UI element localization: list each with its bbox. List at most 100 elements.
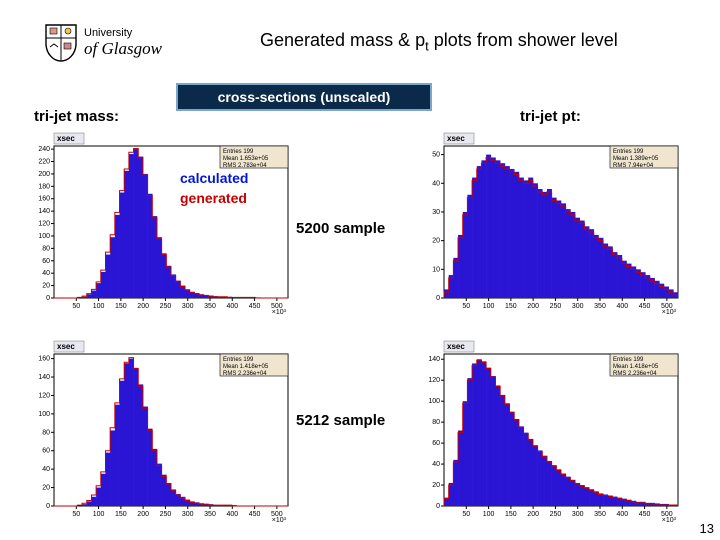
- svg-text:350: 350: [204, 303, 216, 310]
- svg-text:450: 450: [249, 303, 261, 310]
- svg-text:120: 120: [428, 377, 440, 384]
- svg-text:350: 350: [594, 511, 606, 518]
- banner-text: cross-sections (unscaled): [218, 89, 391, 105]
- svg-text:20: 20: [432, 238, 440, 245]
- plot-mass-5212: xsec020406080100120140160501001502002503…: [20, 340, 294, 524]
- svg-text:250: 250: [160, 511, 172, 518]
- svg-text:Mean 1.389e+05: Mean 1.389e+05: [613, 156, 659, 162]
- svg-text:Entries 199: Entries 199: [613, 357, 644, 363]
- svg-text:300: 300: [182, 511, 194, 518]
- svg-text:30: 30: [432, 209, 440, 216]
- title-part-a: Generated mass & p: [260, 30, 425, 50]
- university-logo: University of Glasgow: [44, 18, 194, 68]
- svg-text:50: 50: [72, 303, 80, 310]
- svg-text:Mean 1.418e+05: Mean 1.418e+05: [223, 364, 269, 370]
- svg-text:100: 100: [93, 303, 105, 310]
- svg-text:100: 100: [483, 303, 495, 310]
- svg-text:RMS 7.94e+04: RMS 7.94e+04: [613, 163, 654, 169]
- slide-title: Generated mass & pt plots from shower le…: [260, 30, 618, 54]
- svg-text:400: 400: [616, 303, 628, 310]
- svg-text:20: 20: [42, 485, 50, 492]
- svg-text:0: 0: [436, 503, 440, 510]
- svg-text:250: 250: [160, 303, 172, 310]
- svg-text:100: 100: [483, 511, 495, 518]
- svg-text:×10³: ×10³: [662, 517, 677, 524]
- label-trijet-mass: tri-jet mass:: [34, 108, 119, 125]
- svg-text:140: 140: [38, 208, 50, 215]
- svg-text:×10³: ×10³: [272, 309, 287, 316]
- svg-text:xsec: xsec: [447, 342, 465, 351]
- svg-text:80: 80: [42, 245, 50, 252]
- svg-text:60: 60: [42, 258, 50, 265]
- svg-text:80: 80: [42, 429, 50, 436]
- svg-text:0: 0: [46, 503, 50, 510]
- svg-text:60: 60: [432, 440, 440, 447]
- svg-text:300: 300: [572, 303, 584, 310]
- svg-text:Mean 1.653e+05: Mean 1.653e+05: [223, 156, 269, 162]
- svg-text:40: 40: [432, 461, 440, 468]
- svg-text:xsec: xsec: [57, 134, 75, 143]
- svg-text:400: 400: [226, 303, 238, 310]
- svg-text:450: 450: [639, 303, 651, 310]
- title-part-b: plots from shower level: [429, 30, 618, 50]
- svg-text:150: 150: [115, 303, 127, 310]
- svg-text:450: 450: [639, 511, 651, 518]
- svg-text:60: 60: [42, 448, 50, 455]
- plot-pt-5200: xsec010203040505010015020025030035040045…: [410, 132, 684, 316]
- svg-text:100: 100: [93, 511, 105, 518]
- logo-city-text: of Glasgow: [84, 40, 162, 58]
- svg-text:Entries 199: Entries 199: [613, 149, 644, 155]
- svg-text:40: 40: [42, 270, 50, 277]
- svg-text:180: 180: [38, 183, 50, 190]
- svg-text:400: 400: [616, 511, 628, 518]
- svg-text:350: 350: [594, 303, 606, 310]
- svg-text:Entries 199: Entries 199: [223, 357, 254, 363]
- svg-text:0: 0: [46, 295, 50, 302]
- svg-text:50: 50: [72, 511, 80, 518]
- svg-text:50: 50: [462, 303, 470, 310]
- svg-text:RMS 2.236e+04: RMS 2.236e+04: [613, 371, 657, 377]
- svg-text:20: 20: [432, 482, 440, 489]
- plot-pt-5212: xsec020406080100120140501001502002503003…: [410, 340, 684, 524]
- svg-text:350: 350: [204, 511, 216, 518]
- svg-text:300: 300: [182, 303, 194, 310]
- svg-text:120: 120: [38, 392, 50, 399]
- svg-text:0: 0: [436, 295, 440, 302]
- svg-text:100: 100: [428, 398, 440, 405]
- svg-text:80: 80: [432, 419, 440, 426]
- svg-text:150: 150: [115, 511, 127, 518]
- svg-text:200: 200: [137, 303, 149, 310]
- svg-text:200: 200: [527, 511, 539, 518]
- svg-text:10: 10: [432, 266, 440, 273]
- svg-text:150: 150: [505, 511, 517, 518]
- svg-text:200: 200: [137, 511, 149, 518]
- crest-icon: [44, 23, 78, 63]
- svg-text:160: 160: [38, 196, 50, 203]
- svg-text:40: 40: [432, 180, 440, 187]
- svg-text:Mean 1.418e+05: Mean 1.418e+05: [613, 364, 659, 370]
- svg-text:20: 20: [42, 283, 50, 290]
- svg-text:140: 140: [428, 356, 440, 363]
- svg-text:250: 250: [550, 303, 562, 310]
- svg-text:150: 150: [505, 303, 517, 310]
- svg-text:50: 50: [462, 511, 470, 518]
- banner-cross-sections: cross-sections (unscaled): [178, 85, 430, 109]
- page-number: 13: [700, 521, 714, 536]
- svg-text:450: 450: [249, 511, 261, 518]
- svg-text:RMS 2.783e+04: RMS 2.783e+04: [223, 163, 267, 169]
- svg-text:160: 160: [38, 356, 50, 363]
- svg-text:220: 220: [38, 159, 50, 166]
- svg-text:240: 240: [38, 146, 50, 153]
- svg-text:RMS 2.236e+04: RMS 2.236e+04: [223, 371, 267, 377]
- svg-text:140: 140: [38, 374, 50, 381]
- svg-text:×10³: ×10³: [662, 309, 677, 316]
- svg-text:200: 200: [38, 171, 50, 178]
- sample-label-5200: 5200 sample: [296, 220, 385, 237]
- sample-label-5212: 5212 sample: [296, 412, 385, 429]
- svg-text:50: 50: [432, 152, 440, 159]
- plot-mass-5200: xsec 0 20 40 60 80 100 120 140 160 180 200 220 240 50 1…: [20, 132, 294, 316]
- svg-text:250: 250: [550, 511, 562, 518]
- svg-text:120: 120: [38, 221, 50, 228]
- svg-text:100: 100: [38, 233, 50, 240]
- svg-text:×10³: ×10³: [272, 517, 287, 524]
